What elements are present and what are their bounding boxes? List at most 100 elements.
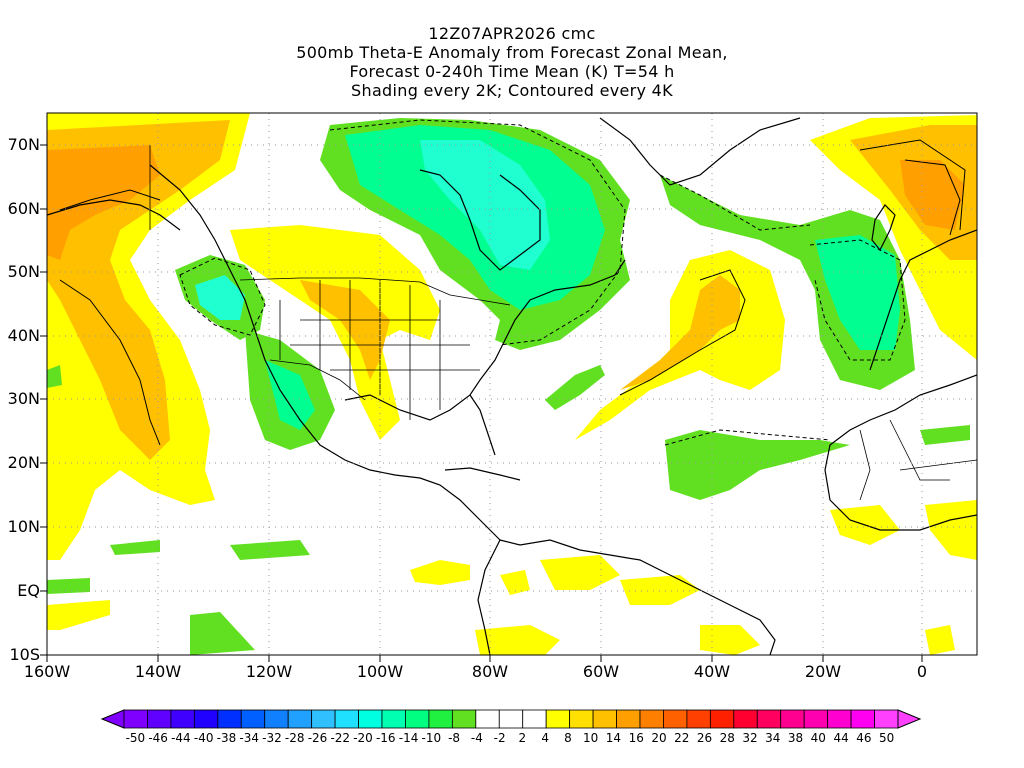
colorbar-label: -10 xyxy=(421,731,442,745)
colorbar-swatch xyxy=(311,709,336,729)
colorbar-swatch xyxy=(217,709,242,729)
cool-anomaly-atlantic-lower xyxy=(665,430,850,500)
warm-anomaly-europe-core xyxy=(900,160,965,230)
colorbar-label: -16 xyxy=(375,731,396,745)
cool-patch-tropics-3 xyxy=(190,612,255,655)
colorbar-swatch xyxy=(475,709,500,729)
colorbar-swatch xyxy=(874,709,899,729)
colorbar-label: 46 xyxy=(856,731,872,745)
colorbar-swatch xyxy=(264,709,289,729)
cool-patch-tropics-2 xyxy=(230,540,310,560)
colorbar-label: 50 xyxy=(878,731,895,745)
colorbar-swatch xyxy=(428,709,453,729)
coast-alaska xyxy=(47,199,181,231)
anomaly-contours xyxy=(59,139,966,446)
warm-anomaly-atlantic-inner xyxy=(620,275,740,390)
colorbar xyxy=(100,709,922,729)
colorbar-label: -34 xyxy=(239,731,259,745)
coast-us-east xyxy=(469,259,626,456)
lat-label-40n: 40N xyxy=(7,326,40,345)
colorbar-label: -20 xyxy=(353,731,373,745)
colorbar-swatch xyxy=(709,709,735,729)
borders xyxy=(149,145,977,501)
colorbar-label: -8 xyxy=(448,731,461,745)
coast-north-america-west xyxy=(149,164,501,541)
anomaly-shading xyxy=(47,113,977,655)
lon-label-160w: 160W xyxy=(23,662,71,681)
colorbar-label: 40 xyxy=(810,731,826,745)
lat-label-70n: 70N xyxy=(7,135,40,154)
colorbar-swatch xyxy=(733,709,758,729)
contour-canada xyxy=(329,119,626,346)
colorbar-swatch xyxy=(850,709,875,729)
colorbar-swatch xyxy=(616,709,641,729)
cool-anomaly-mexico-core xyxy=(265,360,315,430)
lon-label-40w: 40W xyxy=(693,662,731,681)
colorbar-label: -46 xyxy=(148,731,168,745)
coast-africa xyxy=(824,374,977,531)
cool-anomaly-small-atlantic xyxy=(545,365,605,410)
coast-hudson xyxy=(419,169,541,271)
border-us-states xyxy=(279,280,480,420)
lon-label-20w: 20W xyxy=(804,662,842,681)
colorbar-swatch xyxy=(123,709,148,729)
contour-atlantic-band xyxy=(659,174,831,446)
lat-label-50n: 50N xyxy=(7,262,40,281)
lon-label-80w: 80W xyxy=(471,662,509,681)
map-plot-area xyxy=(47,113,977,655)
cool-anomaly-pacific-nw-core xyxy=(195,275,245,320)
lat-label-eq: EQ xyxy=(17,581,40,600)
warm-patch-tropics-10 xyxy=(925,625,955,655)
lat-label-10n: 10N xyxy=(7,517,40,536)
border-us-canada xyxy=(239,277,511,306)
colorbar-swatch xyxy=(405,709,430,729)
colorbar-swatch xyxy=(170,709,195,729)
colorbar-swatch xyxy=(639,709,664,729)
warm-anomaly-pacific-core xyxy=(47,145,160,260)
title-line-1: 12Z07APR2026 cmc xyxy=(428,24,596,43)
colorbar-label: 44 xyxy=(833,731,849,745)
colorbar-swatch xyxy=(451,709,477,729)
colorbar-label: 10 xyxy=(583,731,599,745)
lon-label-0: 0 xyxy=(916,662,928,681)
tick-marks xyxy=(40,144,923,662)
colorbar-swatch xyxy=(803,709,829,729)
coast-britain xyxy=(871,204,896,252)
cool-anomaly-ne-atlantic-core xyxy=(815,235,900,350)
warm-patch-tropics-4 xyxy=(620,575,700,605)
border-us-mexico xyxy=(269,359,366,401)
cool-patch-tropics-4 xyxy=(47,578,90,594)
coast-greenland xyxy=(599,117,801,186)
title-line-4: Shading every 2K; Contoured every 4K xyxy=(351,81,673,100)
lat-label-30n: 30N xyxy=(7,389,40,408)
colorbar-label: 38 xyxy=(787,731,804,745)
lon-label-60w: 60W xyxy=(582,662,620,681)
lat-lon-grid xyxy=(47,113,977,655)
cool-anomaly-canada-core xyxy=(420,140,550,270)
colorbar-swatch xyxy=(827,709,852,729)
lon-label-140w: 140W xyxy=(134,662,182,681)
colorbar-right-arrow xyxy=(897,709,922,729)
colorbar-swatch xyxy=(498,709,524,729)
warm-patch-tropics-1 xyxy=(410,560,470,585)
colorbar-label: 4 xyxy=(541,731,549,745)
colorbar-label: -38 xyxy=(216,731,237,745)
coast-cuba xyxy=(444,467,521,481)
lon-label-100w: 100W xyxy=(356,662,404,681)
warm-patch-tropics-2 xyxy=(500,570,530,595)
colorbar-swatch xyxy=(569,709,594,729)
warm-patch-tropics-5 xyxy=(475,625,560,655)
colorbar-label: 26 xyxy=(696,731,713,745)
colorbar-swatch xyxy=(334,709,359,729)
colorbar-swatch xyxy=(686,709,711,729)
lon-label-120w: 120W xyxy=(245,662,293,681)
cool-patch-tropics-6 xyxy=(47,365,62,388)
colorbar-swatch xyxy=(592,709,617,729)
colorbar-swatch xyxy=(663,709,688,729)
warm-patch-tropics-9 xyxy=(925,500,977,560)
axis-ticks xyxy=(40,144,923,662)
coast-gulf xyxy=(344,339,506,421)
colorbar-label: -40 xyxy=(193,731,214,745)
colorbar-label: 8 xyxy=(564,731,572,745)
